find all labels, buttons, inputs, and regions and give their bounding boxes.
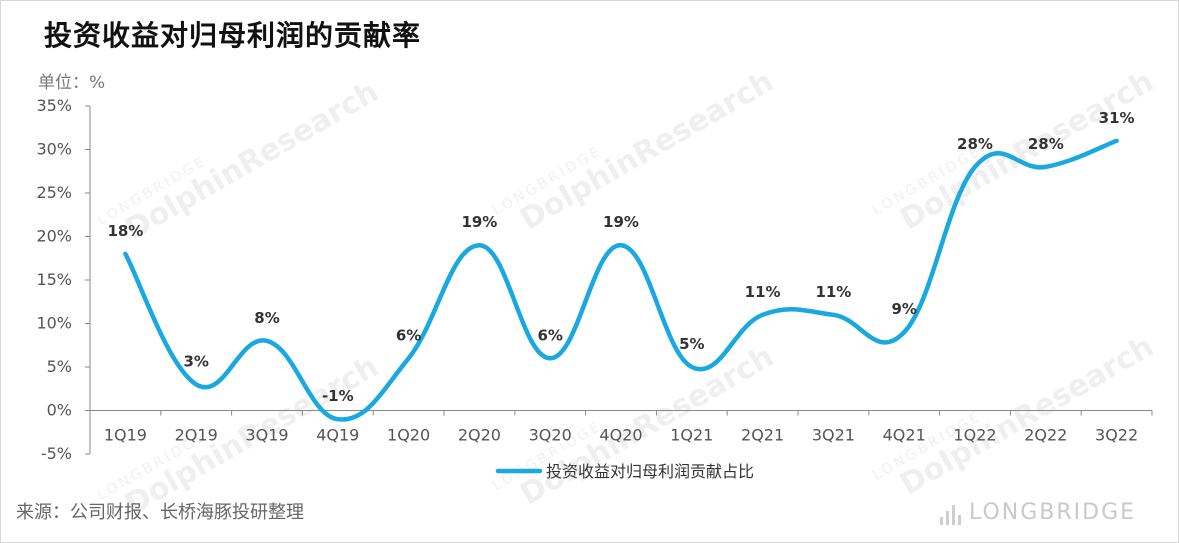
y-tick-label: 25%	[36, 183, 72, 202]
longbridge-logo: LONGBRIDGE	[940, 500, 1136, 525]
y-tick-label: 15%	[36, 270, 72, 289]
data-label: 3%	[183, 352, 208, 370]
data-label: 8%	[254, 309, 279, 327]
data-label: 31%	[1099, 109, 1135, 127]
data-label: 9%	[891, 300, 916, 318]
data-label: 11%	[815, 283, 851, 301]
series-line	[123, 138, 1119, 422]
y-tick-label: 0%	[47, 401, 72, 420]
y-tick-label: -5%	[41, 444, 72, 463]
x-tick-label: 3Q21	[812, 426, 855, 445]
unit-label: 单位：%	[38, 73, 106, 93]
x-tick-label: 3Q22	[1095, 426, 1138, 445]
x-tick-label: 4Q20	[599, 426, 642, 445]
x-tick-label: 2Q22	[1024, 426, 1067, 445]
data-label: 5%	[679, 335, 704, 353]
x-tick-label: 4Q21	[883, 426, 926, 445]
x-tick-label: 1Q19	[104, 426, 147, 445]
axes: -5% 0% 5% 10% 15% 20% 25% 30% 35% 1Q19 2Q19 3Q19 4Q1…	[36, 96, 1153, 463]
y-tick-label: 30%	[36, 140, 72, 159]
data-label: 6%	[537, 326, 562, 344]
data-labels: 18% 3% 8% -1% 6% 19% 6% 19% 5% 11% 11% 9% 28% 28% 31%	[107, 109, 1134, 405]
x-tick-label: 2Q21	[741, 426, 784, 445]
data-label: 19%	[461, 213, 497, 231]
x-tick-label: 2Q20	[458, 426, 501, 445]
y-tick-label: 10%	[36, 314, 72, 333]
data-label: 6%	[396, 326, 421, 344]
y-tick-label: 35%	[36, 96, 72, 115]
source-note: 来源：公司财报、长桥海豚投研整理	[16, 502, 304, 523]
y-tick-label: 5%	[47, 357, 72, 376]
x-tick-label: 1Q20	[387, 426, 430, 445]
data-label: 11%	[745, 283, 781, 301]
x-tick-label: 4Q19	[316, 426, 359, 445]
chart-title: 投资收益对归母利润的贡献率	[44, 19, 422, 52]
x-tick-label: 3Q19	[245, 426, 288, 445]
data-label: -1%	[322, 387, 354, 405]
x-tick-label: 3Q20	[529, 426, 572, 445]
legend-label: 投资收益对归母利润贡献占比	[546, 462, 754, 481]
data-label: 28%	[957, 135, 993, 153]
x-tick-label: 1Q22	[953, 426, 996, 445]
data-label: 18%	[107, 222, 143, 240]
data-label: 19%	[603, 213, 639, 231]
x-tick-label: 1Q21	[670, 426, 713, 445]
x-tick-label: 2Q19	[175, 426, 218, 445]
legend: 投资收益对归母利润贡献占比	[495, 462, 754, 481]
series-group	[123, 138, 1119, 422]
logo-bars-icon	[940, 503, 961, 525]
data-label: 28%	[1028, 135, 1064, 153]
y-tick-label: 20%	[36, 227, 72, 246]
